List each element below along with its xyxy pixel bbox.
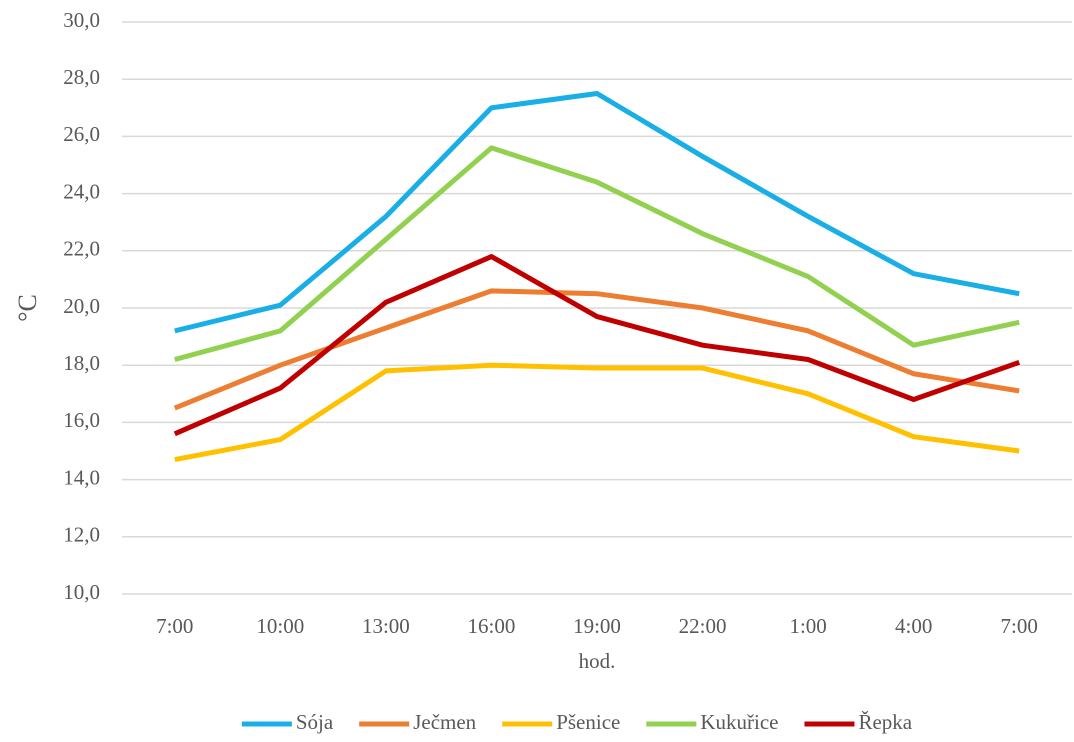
y-axis-label: °C (13, 294, 42, 322)
x-tick-label: 22:00 (679, 614, 727, 638)
data-line (173, 254, 1021, 437)
y-tick-label: 18,0 (63, 351, 100, 375)
x-tick-label: 19:00 (573, 614, 621, 638)
x-tick-label: 7:00 (1001, 614, 1038, 638)
y-tick-label: 28,0 (63, 65, 100, 89)
y-tick-label: 10,0 (63, 580, 100, 604)
x-tick-label: 1:00 (789, 614, 826, 638)
y-tick-label: 26,0 (63, 122, 100, 146)
data-line (174, 145, 1020, 362)
y-tick-label: 16,0 (63, 408, 100, 432)
y-tick-label: 30,0 (63, 8, 100, 32)
x-tick-label: 13:00 (362, 614, 410, 638)
legend-label: Ječmen (413, 710, 476, 734)
data-line (174, 362, 1020, 463)
y-tick-label: 12,0 (63, 523, 100, 547)
x-tick-label: 10:00 (256, 614, 304, 638)
legend-label: Sója (296, 710, 334, 734)
data-line (174, 91, 1020, 334)
y-tick-label: 24,0 (63, 179, 100, 203)
x-tick-label: 7:00 (156, 614, 193, 638)
y-tick-label: 22,0 (63, 237, 100, 261)
legend-label: Pšenice (556, 710, 620, 734)
x-tick-label: 4:00 (895, 614, 932, 638)
legend-label: Kukuřice (700, 710, 778, 734)
y-tick-label: 20,0 (63, 294, 100, 318)
data-line (173, 288, 1020, 411)
y-tick-label: 14,0 (63, 465, 100, 489)
x-axis-label: hod. (579, 649, 616, 673)
legend-label: Řepka (858, 710, 912, 734)
x-tick-label: 16:00 (468, 614, 516, 638)
